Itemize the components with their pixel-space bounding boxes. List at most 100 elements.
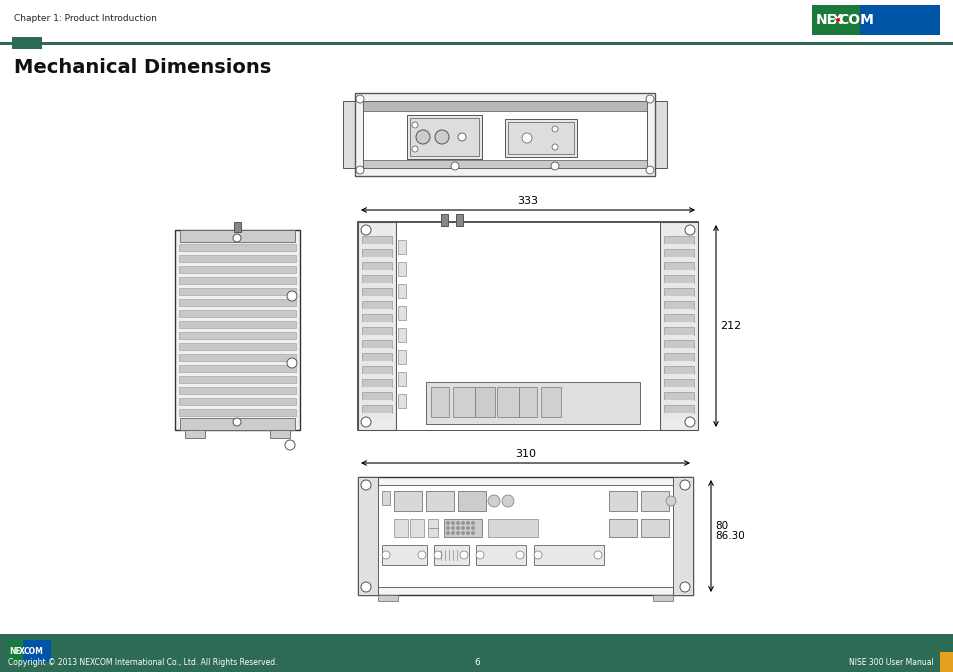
Bar xyxy=(663,236,693,244)
Bar xyxy=(179,354,295,361)
Circle shape xyxy=(501,495,514,507)
Bar xyxy=(540,387,560,417)
Bar xyxy=(397,372,406,386)
Bar xyxy=(361,288,392,296)
Bar xyxy=(397,240,406,254)
Text: COM: COM xyxy=(837,13,873,27)
Bar xyxy=(663,244,693,249)
Bar xyxy=(443,519,481,537)
Bar xyxy=(476,545,525,565)
Bar xyxy=(410,118,478,156)
Bar xyxy=(663,366,693,374)
Bar xyxy=(361,361,392,366)
Bar xyxy=(270,430,290,438)
Bar xyxy=(357,222,395,430)
Circle shape xyxy=(679,582,689,592)
Bar xyxy=(663,348,693,353)
Bar xyxy=(397,262,406,276)
Bar xyxy=(0,42,953,44)
Bar xyxy=(504,119,577,157)
Circle shape xyxy=(451,526,454,530)
Circle shape xyxy=(417,551,426,559)
Text: X: X xyxy=(831,13,841,27)
Bar xyxy=(174,230,299,430)
Bar xyxy=(185,430,205,438)
Circle shape xyxy=(665,496,676,506)
Circle shape xyxy=(466,526,469,530)
Circle shape xyxy=(552,126,558,132)
Bar xyxy=(361,262,392,270)
Bar xyxy=(939,652,953,672)
Circle shape xyxy=(594,551,601,559)
Bar xyxy=(475,387,495,417)
Bar xyxy=(8,640,23,662)
Bar xyxy=(361,244,392,249)
Bar xyxy=(361,249,392,257)
Bar xyxy=(361,270,392,275)
Bar xyxy=(608,519,637,537)
Bar xyxy=(663,361,693,366)
Bar xyxy=(859,5,939,35)
Bar xyxy=(0,634,953,672)
Bar xyxy=(361,335,392,340)
Bar xyxy=(361,257,392,262)
Bar xyxy=(663,296,693,301)
Bar xyxy=(180,230,294,242)
Text: 333: 333 xyxy=(517,196,537,206)
Bar xyxy=(663,327,693,335)
Bar xyxy=(488,519,537,537)
Bar xyxy=(652,101,666,168)
Circle shape xyxy=(645,95,654,103)
Text: NISE 300 User Manual: NISE 300 User Manual xyxy=(848,658,933,667)
Bar xyxy=(361,366,392,374)
Circle shape xyxy=(684,417,695,427)
Circle shape xyxy=(461,521,464,525)
Bar xyxy=(663,353,693,361)
Bar xyxy=(377,485,672,587)
Bar xyxy=(361,353,392,361)
Bar xyxy=(663,314,693,322)
Circle shape xyxy=(355,95,364,103)
Circle shape xyxy=(456,521,459,525)
Bar xyxy=(179,409,295,416)
Bar xyxy=(440,214,448,226)
Circle shape xyxy=(456,526,459,530)
Bar xyxy=(659,222,698,430)
Text: Chapter 1: Product Introduction: Chapter 1: Product Introduction xyxy=(14,14,156,23)
Bar xyxy=(361,283,392,288)
Bar xyxy=(361,413,392,418)
Circle shape xyxy=(645,166,654,174)
Circle shape xyxy=(679,480,689,490)
Bar xyxy=(179,255,295,262)
Bar xyxy=(672,477,692,595)
Bar xyxy=(640,519,668,537)
Text: NE: NE xyxy=(815,13,836,27)
Text: 212: 212 xyxy=(720,321,740,331)
Bar xyxy=(179,288,295,295)
Circle shape xyxy=(476,551,483,559)
Bar xyxy=(663,340,693,348)
Bar xyxy=(394,491,421,511)
Text: 86.30: 86.30 xyxy=(714,531,744,541)
Circle shape xyxy=(416,130,430,144)
Text: NE: NE xyxy=(9,646,21,655)
Bar xyxy=(361,392,392,400)
Bar xyxy=(361,327,392,335)
Bar xyxy=(663,288,693,296)
Bar xyxy=(12,37,42,49)
Bar xyxy=(361,374,392,379)
Bar xyxy=(663,275,693,283)
Bar xyxy=(397,350,406,364)
Text: Mechanical Dimensions: Mechanical Dimensions xyxy=(14,58,271,77)
Circle shape xyxy=(534,551,541,559)
Bar xyxy=(357,477,692,595)
Bar xyxy=(428,519,437,528)
Circle shape xyxy=(471,526,474,530)
Circle shape xyxy=(451,521,454,525)
Circle shape xyxy=(456,532,459,534)
Circle shape xyxy=(446,521,449,525)
Bar xyxy=(179,365,295,372)
Bar xyxy=(534,545,603,565)
Bar xyxy=(179,343,295,350)
Bar xyxy=(361,340,392,348)
